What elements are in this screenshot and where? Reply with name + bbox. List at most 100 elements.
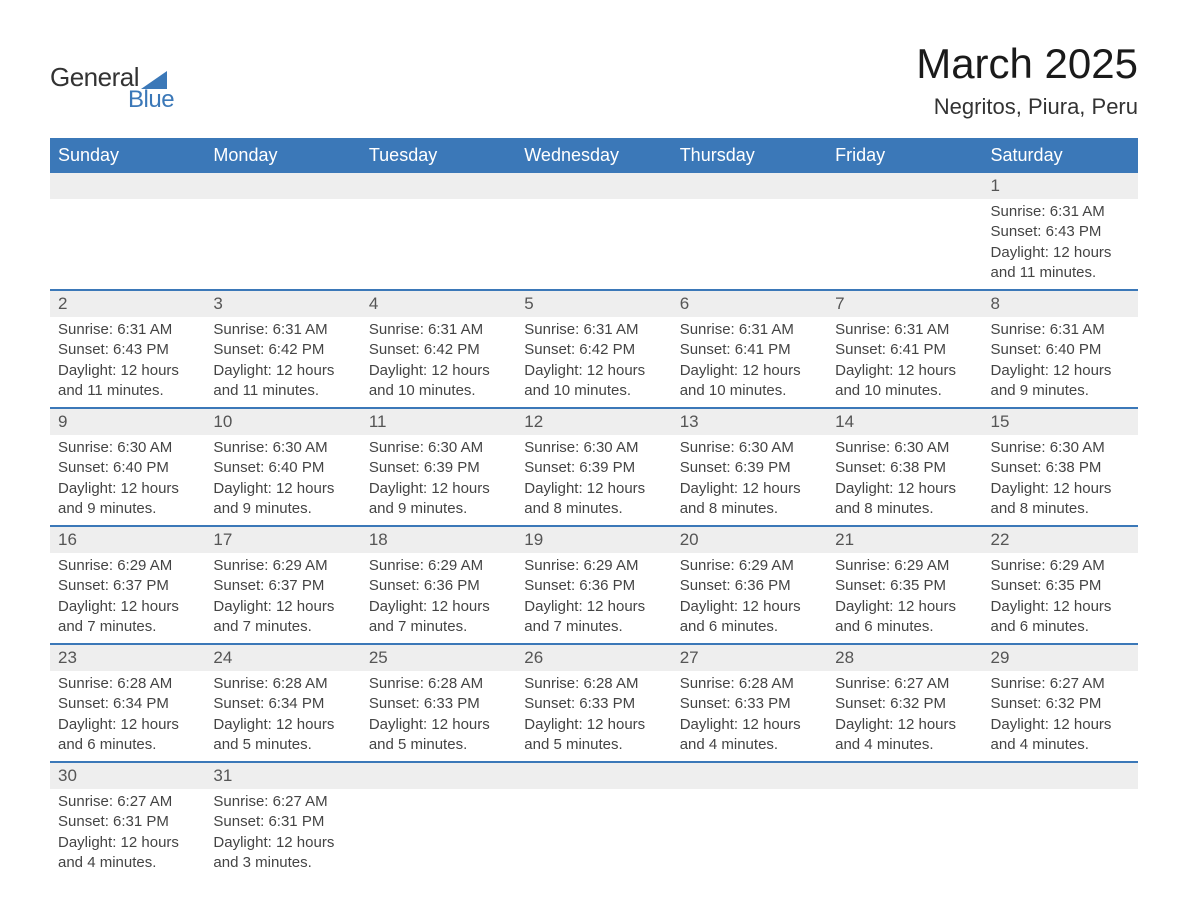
day-sunrise: Sunrise: 6:27 AM bbox=[835, 674, 974, 694]
day-content-cell: Sunrise: 6:27 AMSunset: 6:32 PMDaylight:… bbox=[827, 671, 982, 762]
day-number-cell: 26 bbox=[516, 644, 671, 671]
day-sunset: Sunset: 6:43 PM bbox=[58, 340, 197, 360]
day-header: Friday bbox=[827, 138, 982, 173]
day-dl1: Daylight: 12 hours bbox=[213, 715, 352, 735]
day-dl1: Daylight: 12 hours bbox=[369, 715, 508, 735]
day-sunset: Sunset: 6:41 PM bbox=[680, 340, 819, 360]
day-sunrise: Sunrise: 6:31 AM bbox=[835, 320, 974, 340]
day-content-cell: Sunrise: 6:28 AMSunset: 6:34 PMDaylight:… bbox=[50, 671, 205, 762]
day-content-cell: Sunrise: 6:30 AMSunset: 6:39 PMDaylight:… bbox=[672, 435, 827, 526]
day-dl1: Daylight: 12 hours bbox=[835, 479, 974, 499]
day-dl1: Daylight: 12 hours bbox=[58, 715, 197, 735]
day-content-cell bbox=[827, 789, 982, 879]
day-dl1: Daylight: 12 hours bbox=[991, 715, 1130, 735]
day-dl1: Daylight: 12 hours bbox=[991, 597, 1130, 617]
day-number-cell: 29 bbox=[983, 644, 1138, 671]
day-dl1: Daylight: 12 hours bbox=[369, 479, 508, 499]
week-number-row: 1 bbox=[50, 173, 1138, 199]
day-sunrise: Sunrise: 6:28 AM bbox=[369, 674, 508, 694]
day-header: Tuesday bbox=[361, 138, 516, 173]
day-content-cell: Sunrise: 6:30 AMSunset: 6:40 PMDaylight:… bbox=[50, 435, 205, 526]
day-sunrise: Sunrise: 6:28 AM bbox=[213, 674, 352, 694]
day-dl2: and 7 minutes. bbox=[58, 617, 197, 637]
day-dl2: and 9 minutes. bbox=[213, 499, 352, 519]
day-sunrise: Sunrise: 6:31 AM bbox=[58, 320, 197, 340]
week-content-row: Sunrise: 6:29 AMSunset: 6:37 PMDaylight:… bbox=[50, 553, 1138, 644]
day-sunset: Sunset: 6:41 PM bbox=[835, 340, 974, 360]
day-number-cell: 20 bbox=[672, 526, 827, 553]
day-sunset: Sunset: 6:36 PM bbox=[524, 576, 663, 596]
day-dl2: and 3 minutes. bbox=[213, 853, 352, 873]
day-number-cell bbox=[827, 173, 982, 199]
day-dl1: Daylight: 12 hours bbox=[524, 479, 663, 499]
day-sunset: Sunset: 6:35 PM bbox=[835, 576, 974, 596]
week-content-row: Sunrise: 6:30 AMSunset: 6:40 PMDaylight:… bbox=[50, 435, 1138, 526]
day-dl2: and 7 minutes. bbox=[369, 617, 508, 637]
day-number-cell: 21 bbox=[827, 526, 982, 553]
day-sunset: Sunset: 6:39 PM bbox=[680, 458, 819, 478]
day-sunset: Sunset: 6:32 PM bbox=[991, 694, 1130, 714]
day-dl1: Daylight: 12 hours bbox=[524, 361, 663, 381]
day-number-cell: 12 bbox=[516, 408, 671, 435]
day-number-cell: 28 bbox=[827, 644, 982, 671]
day-header: Wednesday bbox=[516, 138, 671, 173]
day-sunrise: Sunrise: 6:30 AM bbox=[213, 438, 352, 458]
day-number-cell: 7 bbox=[827, 290, 982, 317]
week-number-row: 9101112131415 bbox=[50, 408, 1138, 435]
day-number-cell: 3 bbox=[205, 290, 360, 317]
day-dl2: and 6 minutes. bbox=[680, 617, 819, 637]
day-dl1: Daylight: 12 hours bbox=[58, 361, 197, 381]
day-number-cell bbox=[516, 173, 671, 199]
day-number-cell: 5 bbox=[516, 290, 671, 317]
day-number-cell: 9 bbox=[50, 408, 205, 435]
day-sunset: Sunset: 6:38 PM bbox=[991, 458, 1130, 478]
day-dl1: Daylight: 12 hours bbox=[991, 479, 1130, 499]
day-content-cell bbox=[205, 199, 360, 290]
day-sunset: Sunset: 6:40 PM bbox=[213, 458, 352, 478]
day-dl2: and 6 minutes. bbox=[991, 617, 1130, 637]
day-sunset: Sunset: 6:39 PM bbox=[369, 458, 508, 478]
day-sunrise: Sunrise: 6:29 AM bbox=[680, 556, 819, 576]
day-number-cell: 15 bbox=[983, 408, 1138, 435]
day-sunrise: Sunrise: 6:29 AM bbox=[369, 556, 508, 576]
day-number-cell: 25 bbox=[361, 644, 516, 671]
day-content-cell: Sunrise: 6:31 AMSunset: 6:41 PMDaylight:… bbox=[827, 317, 982, 408]
day-number-cell: 18 bbox=[361, 526, 516, 553]
page-title: March 2025 bbox=[916, 40, 1138, 88]
day-content-cell: Sunrise: 6:30 AMSunset: 6:39 PMDaylight:… bbox=[361, 435, 516, 526]
day-content-cell: Sunrise: 6:31 AMSunset: 6:42 PMDaylight:… bbox=[361, 317, 516, 408]
day-dl1: Daylight: 12 hours bbox=[58, 833, 197, 853]
day-dl1: Daylight: 12 hours bbox=[369, 597, 508, 617]
day-sunrise: Sunrise: 6:28 AM bbox=[680, 674, 819, 694]
day-content-cell: Sunrise: 6:31 AMSunset: 6:43 PMDaylight:… bbox=[983, 199, 1138, 290]
day-content-cell: Sunrise: 6:29 AMSunset: 6:35 PMDaylight:… bbox=[827, 553, 982, 644]
day-number-cell: 22 bbox=[983, 526, 1138, 553]
day-sunrise: Sunrise: 6:30 AM bbox=[680, 438, 819, 458]
week-number-row: 2345678 bbox=[50, 290, 1138, 317]
day-dl2: and 10 minutes. bbox=[680, 381, 819, 401]
day-sunrise: Sunrise: 6:28 AM bbox=[524, 674, 663, 694]
day-dl2: and 8 minutes. bbox=[524, 499, 663, 519]
day-dl2: and 10 minutes. bbox=[369, 381, 508, 401]
day-number-cell bbox=[50, 173, 205, 199]
day-number-cell: 10 bbox=[205, 408, 360, 435]
day-content-cell: Sunrise: 6:27 AMSunset: 6:32 PMDaylight:… bbox=[983, 671, 1138, 762]
day-number-cell: 23 bbox=[50, 644, 205, 671]
day-sunset: Sunset: 6:33 PM bbox=[369, 694, 508, 714]
day-dl2: and 4 minutes. bbox=[835, 735, 974, 755]
day-sunset: Sunset: 6:34 PM bbox=[58, 694, 197, 714]
day-dl2: and 10 minutes. bbox=[835, 381, 974, 401]
day-header: Sunday bbox=[50, 138, 205, 173]
day-dl1: Daylight: 12 hours bbox=[58, 597, 197, 617]
day-dl2: and 8 minutes. bbox=[835, 499, 974, 519]
day-sunrise: Sunrise: 6:30 AM bbox=[369, 438, 508, 458]
title-block: March 2025 Negritos, Piura, Peru bbox=[916, 40, 1138, 120]
day-content-cell: Sunrise: 6:29 AMSunset: 6:35 PMDaylight:… bbox=[983, 553, 1138, 644]
day-number-cell: 2 bbox=[50, 290, 205, 317]
day-number-cell bbox=[205, 173, 360, 199]
day-dl2: and 9 minutes. bbox=[369, 499, 508, 519]
day-content-cell: Sunrise: 6:29 AMSunset: 6:37 PMDaylight:… bbox=[50, 553, 205, 644]
day-content-cell: Sunrise: 6:30 AMSunset: 6:40 PMDaylight:… bbox=[205, 435, 360, 526]
day-sunset: Sunset: 6:43 PM bbox=[991, 222, 1130, 242]
day-sunset: Sunset: 6:36 PM bbox=[680, 576, 819, 596]
